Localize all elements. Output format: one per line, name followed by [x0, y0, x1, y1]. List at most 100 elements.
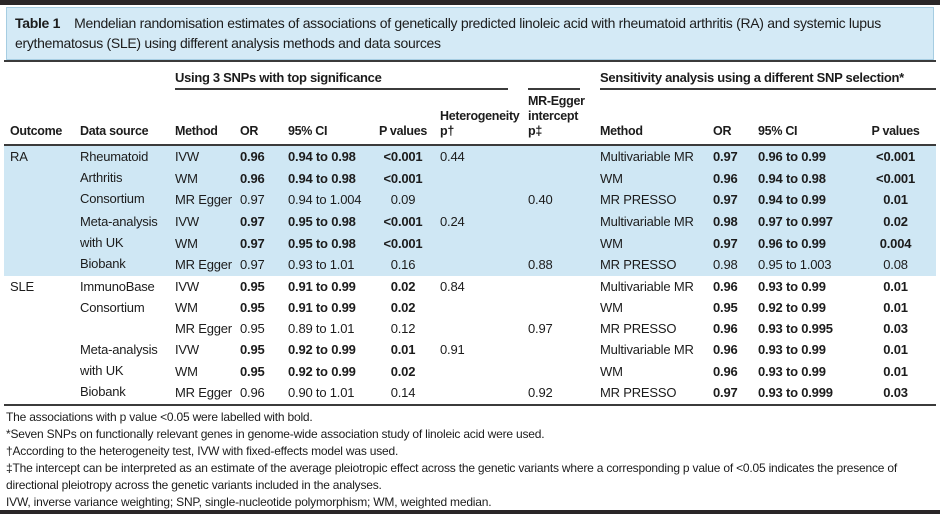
cell-or: 0.95	[240, 342, 265, 357]
cell-p-value: 0.16	[374, 254, 434, 276]
cell-ci-sensitivity: 0.92 to 0.99	[758, 300, 826, 315]
col-header-or: OR	[234, 90, 282, 146]
cell-p-value-sensitivity: 0.01	[883, 342, 908, 357]
table-title: Table 1 Mendelian randomisation estimates…	[6, 7, 934, 60]
col-header-outcome: Outcome	[4, 90, 74, 146]
group-label-sensitivity: Sensitivity analysis using a different S…	[600, 70, 936, 90]
cell-p-value-sensitivity: 0.01	[883, 300, 908, 315]
footnotes: The associations with p value <0.05 were…	[4, 406, 936, 510]
cell-method-sensitivity: WM	[600, 363, 623, 379]
cell-or-sensitivity: 0.97	[707, 189, 753, 211]
cell-heterogeneity-p	[434, 232, 523, 255]
cell-ci: 0.89 to 1.01	[288, 321, 355, 336]
group-header-stub	[522, 62, 594, 90]
col-header-ci-sensitivity: 95% CI	[752, 90, 858, 146]
cell-mr-egger-intercept-p	[522, 276, 594, 297]
footnote-asterisk: *Seven SNPs on functionally relevant gen…	[6, 427, 545, 441]
group-stub-rule	[528, 85, 581, 90]
cell-mr-egger-intercept-p	[522, 232, 595, 255]
cell-mr-egger-intercept-p	[522, 297, 594, 318]
cell-or: 0.97	[234, 189, 282, 211]
cell-p-value: 0.02	[390, 363, 416, 379]
cell-p-value: 0.14	[390, 385, 416, 401]
col-header-heterogeneity-p: Heterogeneity p†	[434, 90, 523, 146]
cell-heterogeneity-p: 0.91	[440, 342, 465, 357]
footnote-bold-note: The associations with p value <0.05 were…	[6, 410, 313, 424]
cell-ci: 0.92 to 0.99	[288, 342, 356, 357]
cell-ci: 0.90 to 1.01	[288, 385, 355, 401]
table-row: SLE ImmunoBase Consortium IVW 0.95 0.91 to 0…	[4, 276, 936, 315]
table-row: WM 0.95 0.91 to 0.99 0.02 WM 0.95 0.92 to 0.99…	[4, 297, 936, 318]
cell-p-value: <0.001	[374, 145, 434, 168]
cell-method: WM	[175, 363, 198, 379]
cell-p-value: <0.001	[374, 167, 434, 190]
cell-ci-sensitivity: 0.93 to 0.999	[758, 385, 833, 401]
cell-method-sensitivity: WM	[600, 300, 623, 315]
cell-ci: 0.91 to 0.99	[288, 300, 356, 315]
cell-ci: 0.94 to 1.004	[282, 189, 374, 211]
cell-or-sensitivity: 0.96	[713, 279, 738, 294]
footnote-double-dagger: ‡The intercept can be interpreted as an …	[6, 461, 898, 492]
table-row: Meta-analysis with UK Biobank IVW 0.95 0.92…	[4, 339, 936, 399]
cell-method-sensitivity: WM	[594, 167, 708, 190]
col-header-method: Method	[169, 90, 234, 146]
cell-ci-sensitivity: 0.93 to 0.99	[758, 363, 826, 379]
cell-p-value-sensitivity: 0.01	[857, 189, 936, 211]
group-header-primary: Using 3 SNPs with top significance	[169, 62, 522, 90]
cell-p-value-sensitivity: 0.08	[857, 254, 936, 276]
cell-outcome: RA	[4, 145, 74, 276]
cell-data-source: Rheumatoid Arthritis Consortium	[74, 145, 169, 211]
cell-heterogeneity-p: 0.84	[440, 279, 465, 294]
cell-ci-sensitivity: 0.94 to 0.99	[752, 189, 858, 211]
cell-mr-egger-intercept-p	[522, 361, 594, 383]
col-header-mr-egger-intercept-p: MR-Egger intercept p‡	[522, 90, 595, 146]
cell-ci: 0.94 to 0.98	[282, 167, 374, 190]
cell-or: 0.97	[234, 211, 282, 233]
title-divider	[4, 60, 936, 62]
cell-mr-egger-intercept-p	[522, 339, 594, 361]
cell-p-value: 0.02	[390, 279, 416, 294]
cell-heterogeneity-p	[434, 189, 523, 211]
footnote-abbreviations: IVW, inverse variance weighting; SNP, si…	[6, 495, 492, 509]
table-row: WM 0.96 0.94 to 0.98 <0.001 WM 0.96 0.94 to 0.…	[4, 167, 936, 190]
column-header-row: Outcome Data source Method OR 95% CI P v…	[4, 90, 936, 146]
cell-or-sensitivity: 0.96	[713, 342, 738, 357]
cell-method-sensitivity: WM	[594, 232, 708, 255]
cell-ci-sensitivity: 0.97 to 0.997	[752, 211, 858, 233]
table-row: WM 0.95 0.92 to 0.99 0.02 WM 0.96 0.93 to 0.99…	[4, 361, 936, 383]
cell-ci-sensitivity: 0.96 to 0.99	[752, 145, 858, 168]
table-row: WM 0.97 0.95 to 0.98 <0.001 WM 0.97 0.96 to 0.…	[4, 232, 936, 255]
group-header-row: Using 3 SNPs with top significance Sensi…	[4, 62, 936, 90]
cell-or: 0.96	[234, 167, 282, 190]
cell-method: IVW	[175, 279, 199, 294]
table-row: MR Egger 0.97 0.94 to 1.004 0.09 0.40 MR PRES…	[4, 189, 936, 211]
table-row: RA Rheumatoid Arthritis Consortium IVW 0.96…	[4, 145, 936, 276]
cell-heterogeneity-p	[434, 361, 522, 383]
cell-method: MR Egger	[175, 321, 232, 336]
cell-method: MR Egger	[169, 254, 234, 276]
cell-p-value-sensitivity: 0.03	[883, 385, 908, 401]
cell-p-value-sensitivity: 0.03	[883, 321, 908, 336]
cell-method: IVW	[169, 145, 234, 168]
cell-method: WM	[175, 300, 198, 315]
cell-ci-sensitivity: 0.93 to 0.99	[758, 342, 826, 357]
cell-mr-egger-intercept-p: 0.40	[522, 189, 595, 211]
cell-heterogeneity-p: 0.24	[434, 211, 523, 233]
cell-or-sensitivity: 0.96	[713, 363, 738, 379]
table-row: MR Egger 0.96 0.90 to 1.01 0.14 0.92 MR PRESS…	[4, 382, 936, 404]
cell-heterogeneity-p	[434, 167, 523, 190]
table-row: MR Egger 0.97 0.93 to 1.01 0.16 0.88 MR PRESS…	[4, 254, 936, 276]
group-spacer	[4, 62, 169, 90]
footnote-dagger: †According to the heterogeneity test, IV…	[6, 444, 399, 458]
cell-or: 0.95	[240, 300, 265, 315]
cell-heterogeneity-p	[434, 382, 522, 404]
cell-or: 0.97	[234, 254, 282, 276]
cell-ci-sensitivity: 0.96 to 0.99	[752, 232, 858, 255]
cell-method-sensitivity: MR PRESSO	[594, 189, 708, 211]
group-header-sensitivity: Sensitivity analysis using a different S…	[594, 62, 936, 90]
table-number: Table 1	[15, 15, 61, 31]
cell-p-value: 0.02	[390, 300, 416, 315]
cell-method: WM	[169, 232, 234, 255]
cell-method-sensitivity: MR PRESSO	[600, 321, 677, 336]
cell-ci: 0.91 to 0.99	[288, 279, 356, 294]
